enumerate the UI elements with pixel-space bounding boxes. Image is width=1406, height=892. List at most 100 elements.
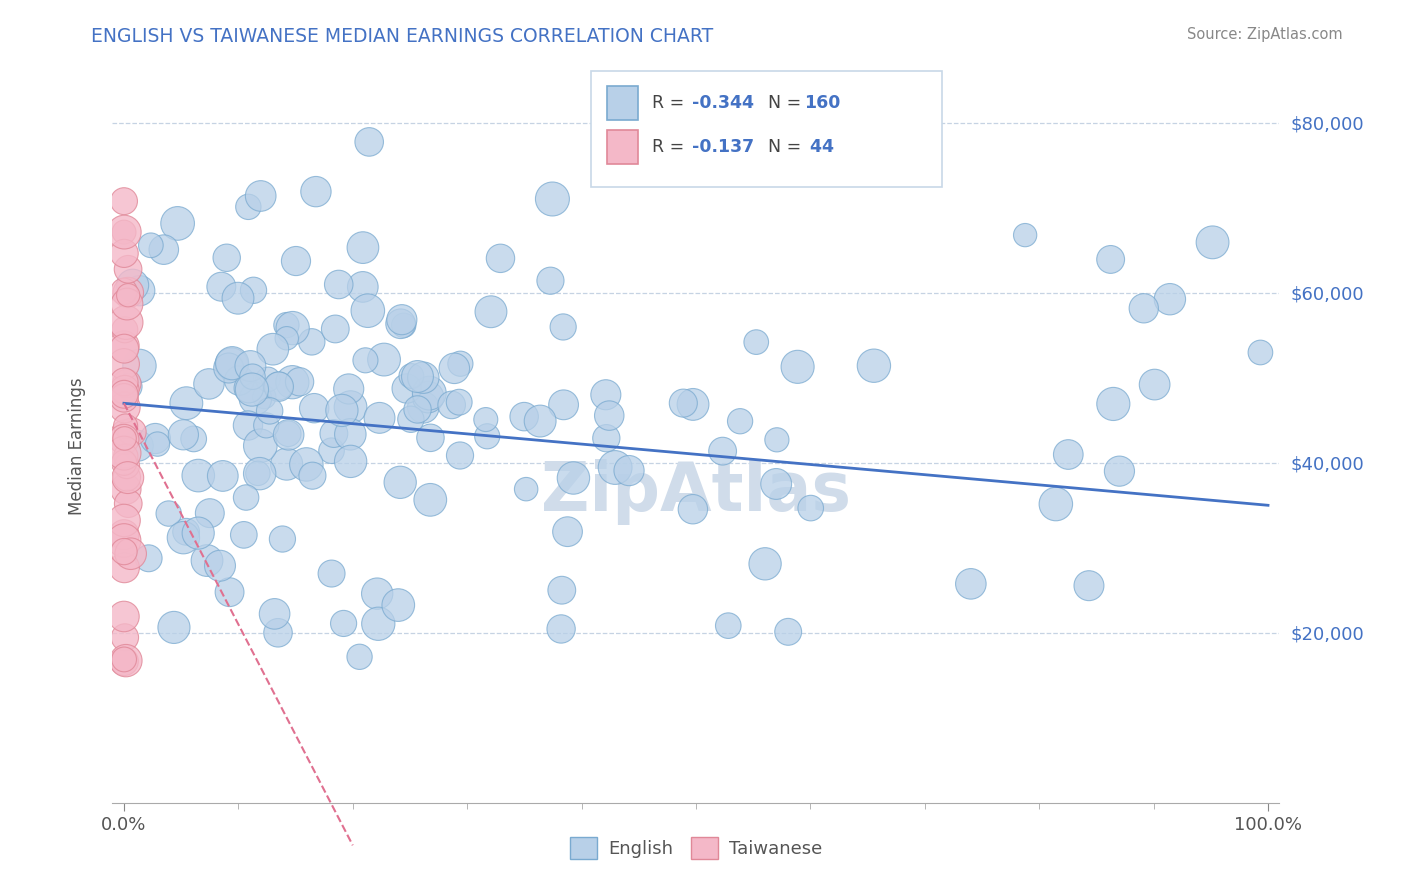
Point <box>745 335 768 350</box>
Point <box>195 553 218 567</box>
Point <box>249 189 271 203</box>
Point <box>198 376 221 391</box>
Point <box>215 251 238 265</box>
Point <box>598 409 620 423</box>
Point <box>479 304 502 318</box>
Point <box>1108 464 1130 478</box>
Point <box>863 359 886 373</box>
Text: -0.344: -0.344 <box>692 94 754 112</box>
Text: N =: N = <box>768 94 807 112</box>
Point <box>139 238 162 252</box>
Point <box>477 429 499 443</box>
Point <box>267 379 290 393</box>
Point <box>368 410 391 425</box>
Point <box>412 370 434 384</box>
Point <box>389 317 412 331</box>
Point <box>211 469 233 483</box>
Point <box>112 285 135 299</box>
Point <box>115 458 138 473</box>
Text: ZipAtlas: ZipAtlas <box>541 459 851 525</box>
Point <box>254 418 277 433</box>
Point <box>235 491 257 505</box>
Point <box>267 625 290 640</box>
Point <box>551 583 574 598</box>
Point <box>328 277 350 292</box>
Point <box>112 246 135 260</box>
Point <box>114 432 136 446</box>
Point <box>339 427 361 442</box>
Point <box>226 291 249 305</box>
Point <box>366 587 388 601</box>
Point <box>114 631 136 645</box>
Point <box>112 339 135 353</box>
Point <box>682 502 704 516</box>
Point <box>557 524 579 539</box>
Point <box>728 414 751 428</box>
Point <box>259 404 281 418</box>
Point <box>271 532 294 546</box>
Point <box>515 482 537 496</box>
Point <box>238 381 260 395</box>
Point <box>553 398 575 412</box>
Point <box>419 431 441 445</box>
Point <box>117 262 139 277</box>
Point <box>112 533 135 548</box>
Point <box>277 427 299 442</box>
Text: 160: 160 <box>804 94 841 112</box>
Point <box>550 622 572 636</box>
Point <box>198 506 221 520</box>
Point <box>754 557 776 571</box>
Point <box>112 527 135 541</box>
Point <box>1099 252 1122 267</box>
Point <box>238 200 260 214</box>
Point <box>114 482 136 496</box>
Text: Median Earnings: Median Earnings <box>69 377 86 515</box>
Point <box>281 321 304 335</box>
Point <box>221 356 243 370</box>
Point <box>249 439 271 453</box>
Point <box>339 400 361 414</box>
Point <box>112 544 135 558</box>
Point <box>605 460 627 475</box>
Point <box>240 383 263 397</box>
Point <box>717 618 740 632</box>
Point <box>295 458 318 472</box>
Point <box>117 470 139 484</box>
Point <box>242 283 264 297</box>
Point <box>529 414 551 428</box>
Point <box>540 274 562 288</box>
Point <box>112 225 135 239</box>
Text: ENGLISH VS TAIWANESE MEDIAN EARNINGS CORRELATION CHART: ENGLISH VS TAIWANESE MEDIAN EARNINGS COR… <box>91 27 714 45</box>
Point <box>766 433 789 447</box>
Point <box>172 531 194 545</box>
Point <box>541 192 564 206</box>
Point <box>249 467 271 481</box>
Point <box>449 395 471 409</box>
Point <box>475 412 498 426</box>
Point <box>387 598 409 612</box>
Point <box>440 398 463 412</box>
Point <box>112 514 135 528</box>
Point <box>114 426 136 441</box>
Point <box>711 444 734 458</box>
Point <box>1249 345 1271 359</box>
Point <box>187 526 209 541</box>
Point <box>112 654 135 668</box>
Text: Source: ZipAtlas.com: Source: ZipAtlas.com <box>1187 27 1343 42</box>
Text: 44: 44 <box>804 138 834 156</box>
Point <box>595 388 617 402</box>
Point <box>120 547 142 561</box>
Point <box>166 216 188 230</box>
Point <box>112 652 135 666</box>
Point <box>112 433 135 447</box>
Point <box>112 560 135 574</box>
Point <box>112 456 135 470</box>
Point <box>1078 579 1101 593</box>
Point <box>443 361 465 376</box>
Point <box>112 391 135 405</box>
Point <box>152 243 174 257</box>
Point <box>112 609 135 624</box>
Point <box>406 369 429 384</box>
Point <box>187 468 209 483</box>
Point <box>176 396 198 410</box>
